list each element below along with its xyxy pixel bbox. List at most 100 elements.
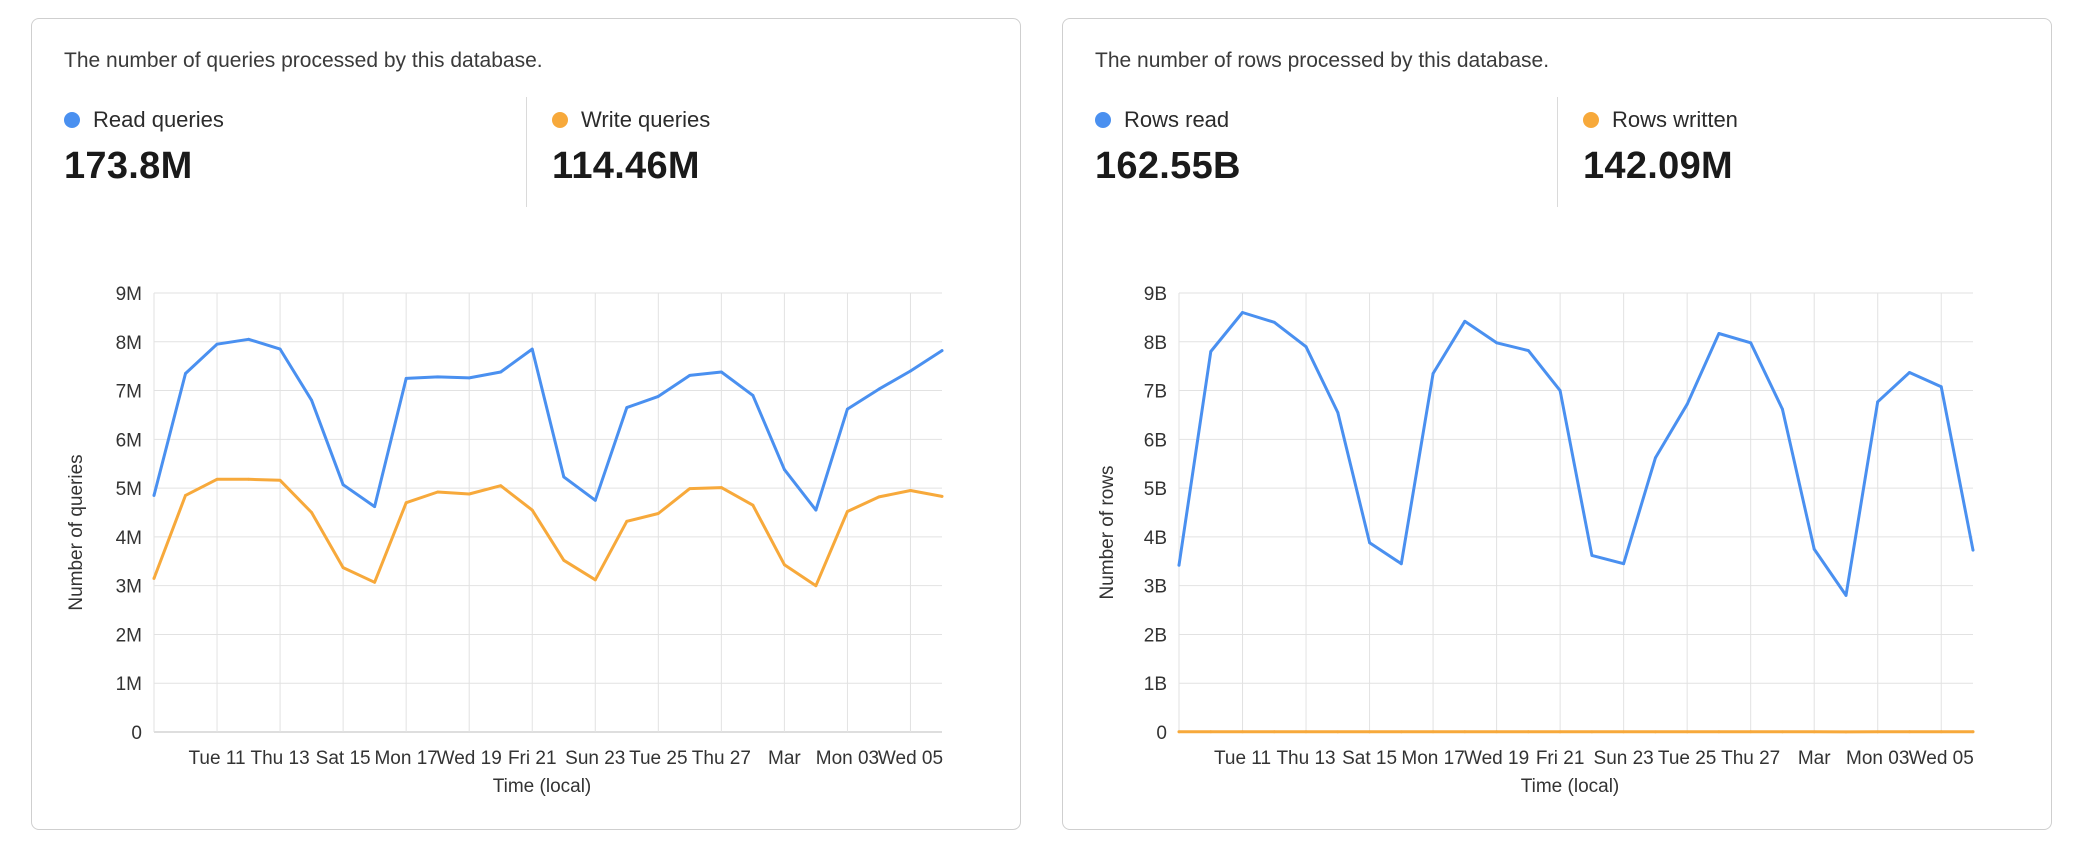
data-point xyxy=(625,406,629,409)
data-point xyxy=(152,494,156,497)
data-point xyxy=(562,475,566,479)
data-point xyxy=(341,483,345,487)
data-point xyxy=(625,519,629,523)
data-point xyxy=(1304,730,1308,734)
data-point xyxy=(436,490,440,494)
data-point xyxy=(1209,730,1213,734)
x-tick-label: Tue 25 xyxy=(1658,748,1716,769)
data-point xyxy=(1654,730,1657,734)
rows-read-legend-dot xyxy=(1095,112,1111,128)
x-tick-label: Wed 19 xyxy=(1464,748,1529,769)
y-tick-label: 0 xyxy=(131,723,142,744)
data-point xyxy=(404,377,408,380)
x-tick-label: Wed 05 xyxy=(1909,748,1974,769)
data-point xyxy=(1463,319,1467,323)
data-point xyxy=(877,387,881,391)
data-point xyxy=(1558,730,1562,734)
x-tick-label: Mon 03 xyxy=(816,748,879,769)
x-tick-label: Sat 15 xyxy=(316,748,371,769)
data-point xyxy=(909,369,912,373)
data-point xyxy=(1431,730,1435,734)
data-point xyxy=(688,374,692,377)
data-point xyxy=(467,376,471,380)
metric-divider xyxy=(526,97,527,207)
data-point xyxy=(1272,320,1276,324)
data-point xyxy=(1971,548,1975,552)
data-point xyxy=(1368,730,1371,734)
data-point xyxy=(593,498,597,502)
x-tick-label: Thu 27 xyxy=(692,748,751,769)
data-point xyxy=(909,489,912,492)
data-point xyxy=(1241,311,1244,314)
data-point xyxy=(499,370,503,374)
data-point xyxy=(1336,411,1340,414)
read-queries-metric: Read queries 173.8M xyxy=(64,107,224,188)
data-point xyxy=(373,505,376,508)
data-point xyxy=(783,468,786,471)
y-tick-label: 7M xyxy=(116,382,142,403)
series-line-rows-read xyxy=(1177,311,1975,597)
x-tick-label: Tue 25 xyxy=(629,748,687,769)
data-point xyxy=(373,580,376,584)
y-axis-title: Number of queries xyxy=(66,454,87,610)
x-tick-label: Fri 21 xyxy=(1536,748,1585,769)
rows-written-label: Rows written xyxy=(1612,107,1738,132)
data-point xyxy=(1685,402,1689,406)
data-point xyxy=(1399,562,1403,566)
write-queries-metric: Write queries 114.46M xyxy=(552,107,710,188)
data-point xyxy=(783,563,786,567)
data-point xyxy=(1622,730,1625,734)
data-point xyxy=(751,394,755,397)
y-tick-label: 4M xyxy=(116,528,142,549)
data-point xyxy=(1749,341,1753,345)
data-point xyxy=(1527,730,1530,734)
data-point xyxy=(1241,730,1244,734)
data-point xyxy=(1527,349,1530,352)
y-tick-label: 7B xyxy=(1144,382,1167,403)
x-tick-label: Mar xyxy=(768,748,801,769)
data-point xyxy=(1685,730,1689,734)
x-tick-label: Mar xyxy=(1798,748,1831,769)
data-point xyxy=(846,510,849,513)
rows-read-label: Rows read xyxy=(1124,107,1230,132)
y-tick-label: 8M xyxy=(116,333,142,354)
data-point xyxy=(1908,371,1911,374)
write-queries-label: Write queries xyxy=(581,107,711,132)
data-point xyxy=(467,492,471,496)
data-point xyxy=(940,495,944,498)
y-tick-label: 9M xyxy=(116,284,142,305)
data-point xyxy=(1971,730,1975,734)
data-point xyxy=(688,487,692,490)
x-tick-label: Sun 23 xyxy=(1594,748,1654,769)
data-point xyxy=(215,477,219,481)
y-tick-label: 3B xyxy=(1144,577,1167,598)
data-point xyxy=(436,375,440,379)
data-point xyxy=(1876,730,1880,734)
read-queries-legend-dot xyxy=(64,112,80,128)
data-point xyxy=(1336,730,1340,734)
data-point xyxy=(1495,341,1498,345)
read-queries-label: Read queries xyxy=(93,107,224,132)
data-point xyxy=(1209,350,1213,353)
data-point xyxy=(1177,730,1181,734)
data-point xyxy=(1368,541,1371,545)
data-point xyxy=(1749,730,1753,734)
data-point xyxy=(310,398,313,402)
data-point xyxy=(1590,554,1594,557)
y-tick-label: 0 xyxy=(1156,723,1167,744)
data-point xyxy=(184,494,187,497)
series-line-write-queries xyxy=(152,477,944,588)
rows-written-metric: Rows written 142.09M xyxy=(1583,107,1738,188)
data-point xyxy=(530,508,534,512)
data-point xyxy=(720,370,723,374)
rows-read-value: 162.55B xyxy=(1095,145,1241,187)
x-tick-label: Mon 03 xyxy=(1846,748,1909,769)
data-point xyxy=(1717,332,1721,335)
series-line-read-queries xyxy=(152,337,944,512)
data-point xyxy=(1654,456,1657,460)
data-point xyxy=(1463,730,1467,734)
data-point xyxy=(656,395,660,398)
data-point xyxy=(1876,400,1880,404)
y-tick-label: 8B xyxy=(1144,333,1167,354)
